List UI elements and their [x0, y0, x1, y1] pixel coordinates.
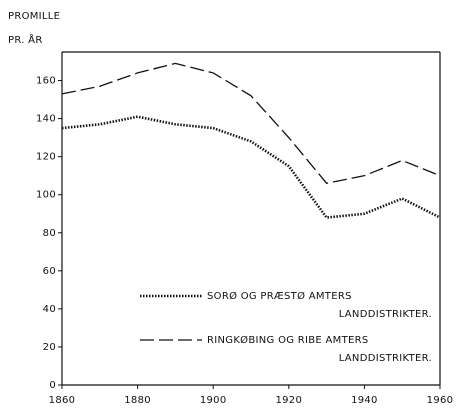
y-tick-label: 140 — [36, 114, 56, 125]
x-tick-label: 1880 — [124, 395, 151, 406]
y-axis-label: PROMILLE — [8, 11, 60, 22]
legend-label: SORØ OG PRÆSTØ AMTERS LANDDISTRIKTER. — [207, 290, 432, 320]
y-tick-label: 160 — [36, 76, 56, 87]
y-tick-label: 100 — [36, 190, 56, 201]
y-tick-label: 40 — [43, 304, 56, 315]
x-tick-label: 1860 — [49, 395, 76, 406]
x-tick-label: 1900 — [200, 395, 227, 406]
y-tick-label: 120 — [36, 152, 56, 163]
x-tick-label: 1960 — [427, 395, 454, 406]
y-tick-label: 60 — [43, 266, 56, 277]
y-tick-label: 20 — [43, 342, 56, 353]
series-line — [61, 62, 441, 185]
x-tick-label: 1940 — [351, 395, 378, 406]
legend-label: RINGKØBING OG RIBE AMTERS LANDDISTRIKTER. — [207, 334, 432, 364]
y-tick-label: 80 — [43, 228, 56, 239]
x-tick-label: 1920 — [275, 395, 302, 406]
y-tick-label: 0 — [49, 380, 56, 391]
y-axis-label: PR. ÅR — [8, 33, 43, 46]
series-line — [61, 115, 441, 219]
